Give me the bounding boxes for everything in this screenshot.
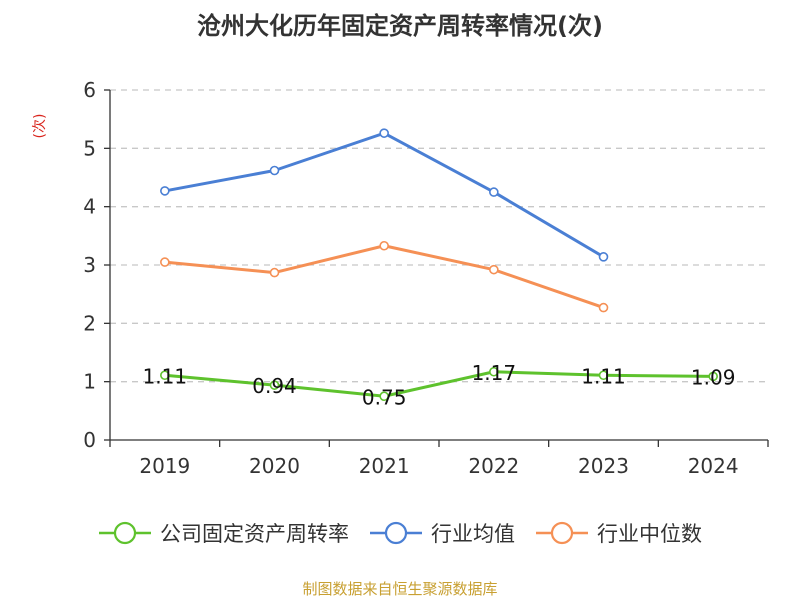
- legend-marker-icon: [370, 521, 422, 545]
- data-point[interactable]: [269, 267, 280, 278]
- series-0: [160, 366, 718, 402]
- series-line: [163, 370, 715, 398]
- legend: 公司固定资产周转率 行业均值 行业中位数: [0, 518, 800, 548]
- data-label: 1.09: [691, 365, 736, 389]
- x-tick-label: 2023: [578, 454, 629, 478]
- data-point[interactable]: [598, 302, 609, 313]
- series-line: [163, 244, 605, 310]
- legend-label: 公司固定资产周转率: [160, 522, 349, 546]
- data-point[interactable]: [379, 391, 389, 402]
- data-point[interactable]: [598, 370, 609, 381]
- y-tick-label: 5: [83, 136, 96, 160]
- data-point[interactable]: [379, 240, 389, 251]
- y-tick-label: 1: [83, 370, 96, 394]
- data-point[interactable]: [160, 186, 170, 196]
- y-tick-label: 3: [83, 253, 96, 277]
- y-tick-label: 6: [83, 78, 96, 102]
- data-point[interactable]: [489, 187, 499, 197]
- data-point[interactable]: [269, 165, 280, 176]
- data-labels: 1.11 0.94 0.75 1.17 1.11 1.09: [143, 361, 736, 410]
- data-point[interactable]: [489, 264, 499, 275]
- x-tick-label: 2022: [468, 454, 519, 478]
- y-axis-label: (次): [32, 114, 48, 139]
- legend-marker-icon: [536, 521, 588, 545]
- data-point[interactable]: [160, 370, 170, 381]
- x-tick-label: 2024: [688, 454, 739, 478]
- data-point[interactable]: [160, 257, 170, 267]
- y-tick-label: 4: [83, 195, 96, 219]
- series: [160, 128, 718, 402]
- source-note: 制图数据来自恒生聚源数据库: [302, 580, 498, 598]
- grid-lines: [110, 89, 768, 383]
- legend-item[interactable]: 行业均值: [369, 518, 515, 548]
- x-tick-label: 2020: [249, 454, 300, 478]
- x-tick-label: 2021: [359, 454, 410, 478]
- data-point[interactable]: [379, 128, 389, 138]
- axes: 0 1 2 3 4 5 6 2019 2020 2021 2022 2023 2024: [83, 78, 769, 478]
- legend-label: 行业均值: [431, 522, 515, 546]
- data-label: 1.11: [581, 364, 626, 388]
- series-1: [160, 128, 609, 262]
- data-point[interactable]: [269, 380, 280, 390]
- data-label: 1.11: [143, 364, 188, 388]
- data-label: 0.75: [362, 385, 407, 409]
- y-tick-label: 0: [83, 428, 96, 452]
- chart-title: 沧州大化历年固定资产周转率情况(次): [197, 12, 603, 40]
- data-point[interactable]: [708, 371, 718, 382]
- data-point[interactable]: [598, 252, 609, 262]
- legend-label: 行业中位数: [597, 522, 702, 546]
- series-2: [160, 240, 609, 313]
- series-line: [163, 131, 605, 259]
- data-label: 1.17: [472, 361, 517, 385]
- legend-item[interactable]: 行业中位数: [535, 518, 702, 548]
- x-tick-label: 2019: [139, 454, 190, 478]
- data-point[interactable]: [489, 366, 499, 377]
- y-tick-label: 2: [83, 311, 96, 335]
- legend-marker-icon: [99, 521, 151, 545]
- data-label: 0.94: [252, 374, 297, 398]
- legend-item[interactable]: 公司固定资产周转率: [98, 518, 349, 548]
